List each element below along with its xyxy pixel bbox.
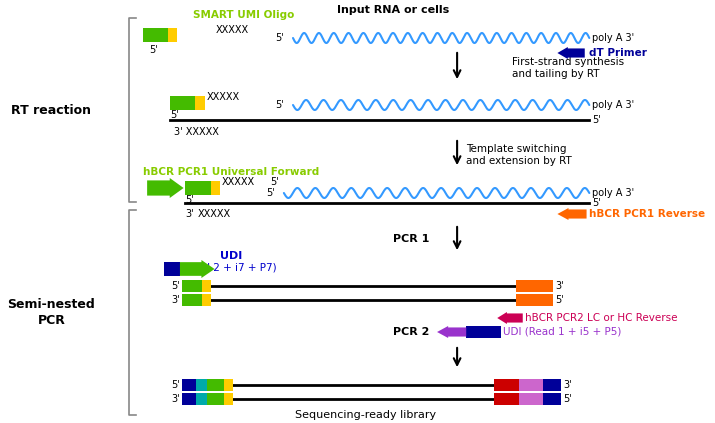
Text: 5': 5' — [592, 198, 601, 208]
Text: 3': 3' — [556, 281, 564, 291]
Bar — [185, 181, 211, 195]
Bar — [182, 280, 202, 292]
Text: 3': 3' — [563, 380, 571, 390]
Text: 5': 5' — [592, 115, 601, 125]
Bar — [168, 28, 177, 42]
Text: 5': 5' — [171, 380, 180, 390]
Polygon shape — [437, 326, 466, 338]
Bar — [224, 379, 233, 391]
Text: XXXXX: XXXXX — [222, 177, 255, 187]
Bar — [543, 379, 561, 391]
Text: poly A 3': poly A 3' — [592, 33, 634, 43]
Bar — [202, 280, 211, 292]
Text: PCR 1: PCR 1 — [393, 234, 430, 244]
Text: XXXXX: XXXXX — [215, 25, 249, 35]
Bar — [211, 181, 220, 195]
Bar — [519, 393, 543, 405]
Bar — [182, 379, 197, 391]
Text: hBCR PCR1 Universal Forward: hBCR PCR1 Universal Forward — [142, 167, 319, 177]
Bar — [516, 294, 553, 306]
Bar — [197, 393, 207, 405]
Text: hBCR PCR1 Reverse: hBCR PCR1 Reverse — [589, 209, 706, 219]
Text: 3': 3' — [172, 394, 180, 404]
Text: dT Primer: dT Primer — [589, 48, 647, 58]
Bar — [170, 96, 195, 110]
Text: 5': 5' — [266, 188, 275, 198]
Bar — [519, 379, 543, 391]
Bar — [516, 280, 553, 292]
Bar — [224, 393, 233, 405]
Text: 5': 5' — [275, 100, 284, 110]
Bar — [466, 326, 501, 338]
Text: Input RNA or cells: Input RNA or cells — [337, 5, 450, 15]
Bar — [182, 294, 202, 306]
Text: Sequencing-ready library: Sequencing-ready library — [295, 410, 436, 420]
Bar — [164, 262, 180, 276]
Bar — [493, 379, 519, 391]
Text: 5': 5' — [270, 177, 279, 187]
Text: 5': 5' — [170, 110, 179, 120]
Text: First-strand synthesis
and tailing by RT: First-strand synthesis and tailing by RT — [512, 57, 624, 79]
Text: UDI (Read 1 + i5 + P5): UDI (Read 1 + i5 + P5) — [503, 327, 621, 337]
Text: Semi-nested
PCR: Semi-nested PCR — [8, 299, 95, 327]
Bar — [202, 294, 211, 306]
Text: 3': 3' — [185, 209, 194, 219]
Bar — [207, 393, 224, 405]
Polygon shape — [497, 312, 523, 324]
Text: 5': 5' — [185, 195, 194, 205]
Polygon shape — [558, 47, 585, 59]
Polygon shape — [558, 208, 586, 220]
Text: 5': 5' — [149, 45, 158, 55]
Bar — [543, 393, 561, 405]
Text: Template switching
and extension by RT: Template switching and extension by RT — [466, 144, 572, 166]
Text: poly A 3': poly A 3' — [592, 188, 634, 198]
Text: PCR 2: PCR 2 — [393, 327, 430, 337]
Text: XXXXX: XXXXX — [197, 209, 230, 219]
Bar — [182, 393, 197, 405]
Bar — [195, 96, 204, 110]
Text: 5': 5' — [556, 295, 564, 305]
Text: 3': 3' — [172, 295, 180, 305]
Bar — [142, 28, 168, 42]
Text: (Read 2 + i7 + P7): (Read 2 + i7 + P7) — [180, 263, 277, 273]
Text: 5': 5' — [275, 33, 284, 43]
Text: 5': 5' — [563, 394, 571, 404]
Text: poly A 3': poly A 3' — [592, 100, 634, 110]
Bar — [207, 379, 224, 391]
Text: RT reaction: RT reaction — [11, 104, 92, 116]
Text: 5': 5' — [171, 281, 180, 291]
Text: SMART UMI Oligo: SMART UMI Oligo — [193, 10, 294, 20]
Text: 3' XXXXX: 3' XXXXX — [174, 127, 220, 137]
Polygon shape — [180, 260, 214, 278]
Text: hBCR PCR2 LC or HC Reverse: hBCR PCR2 LC or HC Reverse — [526, 313, 678, 323]
Text: XXXXX: XXXXX — [207, 92, 240, 102]
Bar — [493, 393, 519, 405]
Text: UDI: UDI — [220, 251, 242, 261]
Polygon shape — [147, 178, 184, 198]
Bar — [197, 379, 207, 391]
